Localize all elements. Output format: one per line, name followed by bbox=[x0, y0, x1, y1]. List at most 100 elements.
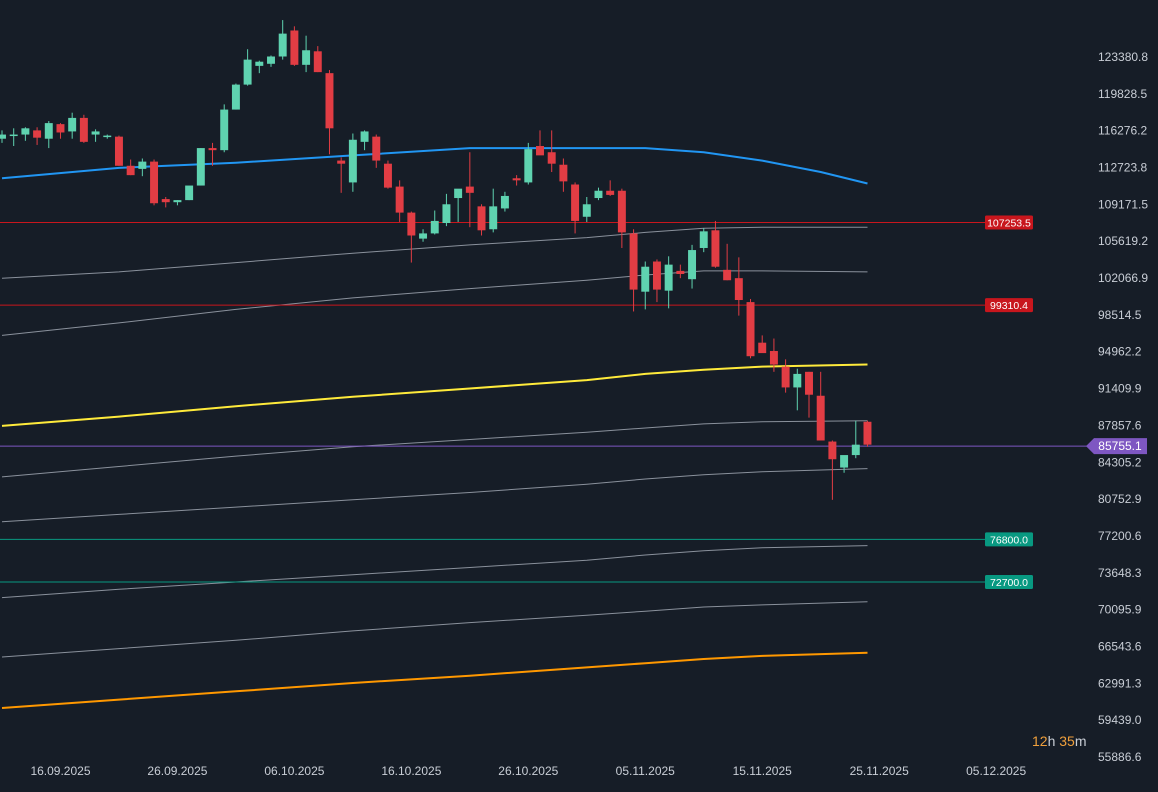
y-tick-label: 94962.2 bbox=[1098, 345, 1142, 359]
candle-down bbox=[723, 243, 732, 281]
candle-body bbox=[208, 148, 217, 151]
candle-down bbox=[325, 70, 334, 155]
resistance-level-badge bbox=[985, 298, 1033, 313]
line-sma-orange bbox=[1, 651, 868, 709]
candle-body bbox=[0, 134, 6, 139]
y-tick-label: 105619.2 bbox=[1098, 234, 1148, 248]
candle-up bbox=[185, 185, 194, 201]
candles bbox=[0, 20, 872, 500]
candle-down bbox=[126, 159, 135, 176]
candle-up bbox=[91, 129, 100, 142]
candle-body bbox=[290, 30, 299, 65]
candle-body bbox=[407, 212, 416, 236]
candle-down bbox=[711, 220, 720, 268]
x-tick-label: 06.10.2025 bbox=[264, 764, 324, 778]
line-sma-yellow bbox=[1, 363, 868, 427]
candle-body bbox=[21, 128, 30, 135]
candle-down bbox=[676, 264, 685, 279]
candle-body bbox=[559, 164, 568, 182]
candle-body bbox=[56, 124, 65, 133]
countdown-minutes: 35 bbox=[1059, 733, 1075, 749]
candle-body bbox=[9, 134, 18, 137]
candle-up bbox=[851, 420, 860, 459]
candle-down bbox=[652, 259, 661, 303]
candle-body bbox=[629, 233, 638, 290]
candle-body bbox=[816, 395, 825, 441]
candle-up bbox=[220, 104, 229, 153]
candle-up bbox=[360, 130, 369, 151]
candle-body bbox=[500, 195, 509, 209]
candle-up bbox=[348, 133, 357, 192]
y-tick-label: 59439.0 bbox=[1098, 713, 1142, 727]
candle-body bbox=[594, 190, 603, 199]
candle-body bbox=[454, 188, 463, 199]
candle-up bbox=[419, 229, 428, 242]
candle-body bbox=[758, 342, 767, 354]
candle-body bbox=[582, 204, 591, 217]
candle-down bbox=[208, 142, 217, 166]
candle-up bbox=[173, 200, 182, 206]
candle-up bbox=[688, 244, 697, 289]
y-tick-label: 123380.8 bbox=[1098, 50, 1148, 64]
candle-body bbox=[185, 185, 194, 201]
candle-body bbox=[430, 220, 439, 234]
candle-body bbox=[79, 117, 88, 142]
x-tick-label: 16.09.2025 bbox=[30, 764, 90, 778]
candle-down bbox=[114, 135, 123, 166]
line-band-lower bbox=[1, 545, 868, 599]
horizontal-levels bbox=[0, 221, 1088, 583]
candle-body bbox=[243, 59, 252, 85]
candle-down bbox=[465, 152, 474, 228]
candle-down bbox=[863, 420, 872, 447]
countdown-minutes-unit: m bbox=[1074, 733, 1087, 749]
candle-body bbox=[360, 131, 369, 142]
candle-body bbox=[267, 56, 275, 64]
candle-up bbox=[255, 60, 264, 74]
candle-body bbox=[114, 136, 123, 166]
candle-body bbox=[734, 278, 743, 301]
candle-down bbox=[746, 298, 755, 359]
price-axis[interactable]: 123380.8 119828.5 116276.2 112723.8 109171.5… bbox=[1098, 50, 1148, 764]
candle-down bbox=[559, 158, 568, 192]
time-axis[interactable]: 16.09.2025 26.09.2025 06.10.2025 16.10.2025… bbox=[30, 764, 1026, 778]
resistance-level-badge bbox=[985, 215, 1033, 230]
candle-down bbox=[313, 46, 322, 73]
support-level-badge bbox=[985, 575, 1033, 590]
candle-body bbox=[652, 261, 661, 290]
candle-down bbox=[56, 123, 65, 139]
candle-body bbox=[138, 161, 147, 169]
y-tick-label: 109171.5 bbox=[1098, 197, 1148, 211]
candle-body bbox=[278, 33, 287, 57]
support-level-label: 72700.0 bbox=[990, 577, 1028, 589]
candle-body bbox=[442, 204, 451, 224]
candle-down bbox=[290, 26, 299, 66]
y-tick-label: 87857.6 bbox=[1098, 418, 1142, 432]
candle-up bbox=[243, 49, 252, 86]
x-tick-label: 26.10.2025 bbox=[498, 764, 558, 778]
candle-body bbox=[547, 152, 556, 164]
candle-up bbox=[9, 128, 18, 146]
candle-body bbox=[372, 136, 381, 161]
y-tick-label: 80752.9 bbox=[1098, 492, 1142, 506]
candle-up bbox=[44, 121, 53, 149]
candle-body bbox=[255, 61, 264, 66]
y-tick-label: 119828.5 bbox=[1098, 87, 1147, 101]
candle-body bbox=[103, 135, 112, 138]
candle-up bbox=[500, 191, 509, 212]
y-tick-label: 84305.2 bbox=[1098, 455, 1142, 469]
candle-body bbox=[851, 444, 860, 456]
candle-up bbox=[231, 83, 240, 110]
current-price-label: 85755.1 bbox=[1098, 439, 1142, 453]
candle-body bbox=[617, 190, 626, 233]
candle-body bbox=[863, 421, 872, 445]
candle-body bbox=[723, 269, 732, 281]
candle-body bbox=[337, 160, 346, 164]
candle-down bbox=[758, 335, 767, 354]
candle-body bbox=[805, 371, 813, 395]
countdown-hours: 12 bbox=[1032, 733, 1048, 749]
candle-down bbox=[383, 160, 392, 189]
support-level-label: 76800.0 bbox=[990, 534, 1028, 546]
line-band-mid bbox=[1, 468, 868, 523]
